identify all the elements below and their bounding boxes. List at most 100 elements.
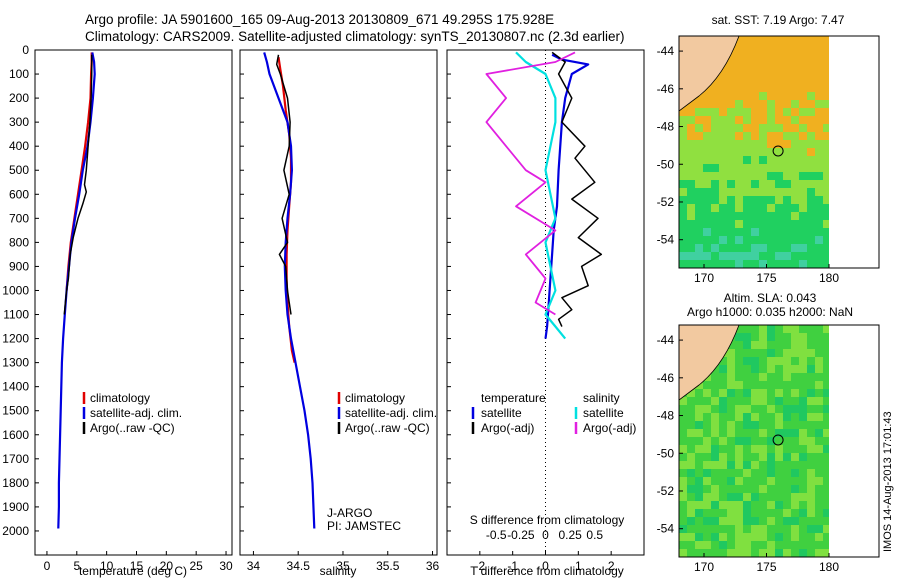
map-cell: [759, 541, 767, 549]
map-cell: [759, 421, 767, 429]
depth-tick-label: 400: [9, 139, 29, 153]
float-location-marker: [772, 434, 784, 446]
map-cell: [743, 180, 751, 188]
map-cell: [711, 405, 719, 413]
map-cell: [767, 100, 775, 108]
map-cell: [703, 381, 711, 389]
map-cell: [743, 36, 751, 44]
map-cell: [815, 52, 823, 60]
map-cell: [815, 509, 823, 517]
map-cell: [799, 204, 807, 212]
map-cell: [775, 44, 783, 52]
lat-tick-label: -50: [657, 446, 675, 460]
map-cell: [679, 485, 687, 493]
map-cell: [687, 148, 695, 156]
map-cell: [815, 196, 823, 204]
map-cell: [703, 397, 711, 405]
map-cell: [687, 116, 695, 124]
map-cell: [735, 100, 743, 108]
map-cell: [823, 172, 831, 180]
map-cell: [727, 196, 735, 204]
map-cell: [687, 493, 695, 501]
map-cell: [727, 220, 735, 228]
depth-tick-label: 800: [9, 235, 29, 249]
map-cell: [743, 228, 751, 236]
map-cell: [823, 541, 831, 549]
map-cell: [719, 501, 727, 509]
map-cell: [767, 509, 775, 517]
map-cell: [807, 453, 815, 461]
map-cell: [807, 373, 815, 381]
map-cell: [695, 260, 703, 268]
difference-legend: temperature salinity satellite Argo(-adj…: [471, 391, 636, 435]
map-cell: [815, 204, 823, 212]
map-cell: [775, 76, 783, 84]
map-cell: [775, 196, 783, 204]
map-cell: [791, 341, 799, 349]
map-cell: [751, 437, 759, 445]
map-cell: [703, 172, 711, 180]
map-cell: [783, 357, 791, 365]
map-cell: [743, 533, 751, 541]
map-cell: [759, 164, 767, 172]
map-cell: [767, 220, 775, 228]
map-cell: [711, 172, 719, 180]
map-cell: [727, 92, 735, 100]
map-cell: [719, 116, 727, 124]
map-cell: [815, 36, 823, 44]
map-cell: [695, 397, 703, 405]
map-cell: [727, 252, 735, 260]
map-cell: [711, 445, 719, 453]
map-cell: [743, 541, 751, 549]
map-cell: [791, 549, 799, 557]
map-cell: [751, 76, 759, 84]
map-cell: [727, 228, 735, 236]
map-cell: [775, 148, 783, 156]
map-cell: [719, 68, 727, 76]
map-cell: [767, 84, 775, 92]
map-cell: [823, 244, 831, 252]
map-cell: [815, 44, 823, 52]
legend-label-s-satellite: satellite: [583, 406, 624, 420]
map-cell: [815, 397, 823, 405]
map-cell: [823, 477, 831, 485]
map-cell: [687, 140, 695, 148]
map-cell: [735, 188, 743, 196]
map-cell: [727, 116, 735, 124]
map-cell: [775, 68, 783, 76]
map-cell: [815, 517, 823, 525]
depth-tick-label: 1800: [2, 476, 29, 490]
map-cell: [711, 421, 719, 429]
map-cell: [751, 501, 759, 509]
map-cell: [775, 100, 783, 108]
map-cell: [735, 485, 743, 493]
map-cell: [759, 509, 767, 517]
sla-map: [679, 325, 879, 557]
map-cell: [759, 156, 767, 164]
depth-tick-label: 900: [9, 259, 29, 273]
depth-tick-label: 1100: [3, 308, 29, 322]
map-cell: [679, 549, 687, 557]
map-cell: [719, 525, 727, 533]
map-cell: [775, 124, 783, 132]
map-cell: [783, 188, 791, 196]
map-cell: [759, 437, 767, 445]
no-data-region: [829, 325, 879, 557]
map-cell: [759, 252, 767, 260]
map-cell: [791, 36, 799, 44]
sst-map-axes: -44 -46 -48 -50 -52 -54 170 175 180: [657, 44, 840, 285]
map-cell: [807, 68, 815, 76]
map-cell: [767, 228, 775, 236]
map-cell: [823, 461, 831, 469]
salinity-panel: [263, 52, 316, 529]
map-cell: [767, 132, 775, 140]
map-cell: [799, 244, 807, 252]
map-cell: [759, 244, 767, 252]
map-cell: [775, 477, 783, 485]
map-cell: [783, 244, 791, 252]
map-cell: [695, 116, 703, 124]
map-cell: [799, 108, 807, 116]
map-cell: [799, 365, 807, 373]
map-cell: [751, 541, 759, 549]
map-cell: [767, 365, 775, 373]
